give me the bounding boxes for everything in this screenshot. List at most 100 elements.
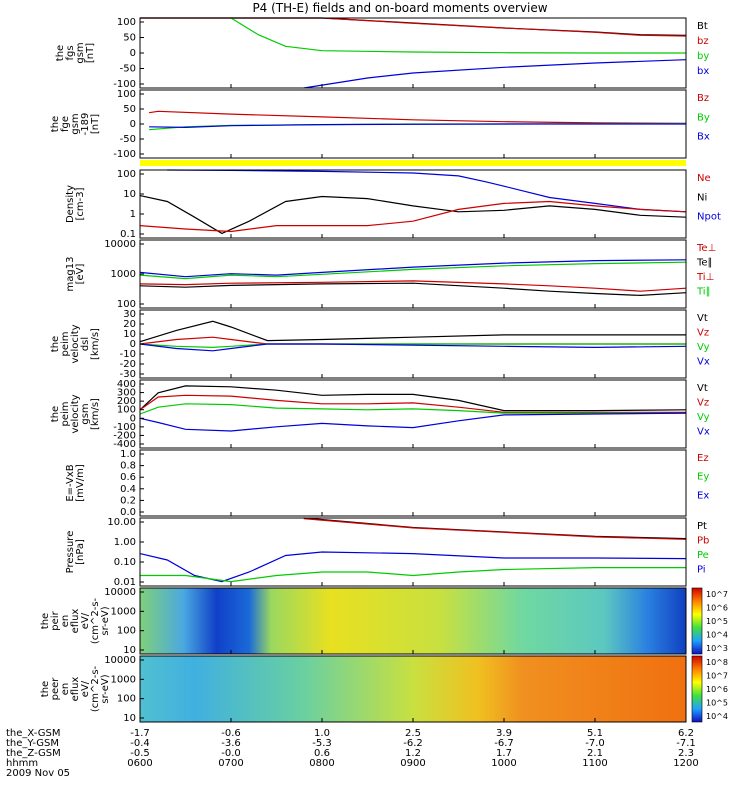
y-tick-label: 0.10	[114, 557, 136, 568]
y-tick-label: 20	[123, 319, 136, 330]
legend-entry: Npot	[697, 212, 721, 223]
ephemeris-value: 2.1	[587, 748, 603, 759]
y-axis-label-line: sr-eV)	[100, 606, 111, 635]
legend-entry: Ey	[697, 472, 709, 483]
ephemeris-value: -3.6	[221, 738, 241, 749]
series-line-bz	[140, 17, 687, 37]
colorbar-tick-label: 10^3	[706, 644, 728, 653]
legend-entry: Vz	[697, 328, 709, 339]
y-axis-label-line: (cm^2-s-	[90, 597, 101, 644]
series-line-pb	[303, 518, 687, 540]
panel-8: 10.00 1.00 0.10 0.01 Pressure [nPa] Pt Pb Pe Pi	[65, 517, 709, 588]
marker-bar	[140, 160, 686, 166]
ephemeris-value: 6.2	[678, 728, 694, 739]
y-tick-label: 100	[117, 89, 136, 100]
y-tick-label: 0	[130, 413, 136, 424]
legend-entry: Vx	[697, 357, 710, 368]
legend-entry: Pe	[697, 550, 709, 561]
y-axis-label-line: the	[50, 406, 61, 422]
y-tick-label: 0	[130, 119, 136, 130]
ephemeris-value: -7.1	[676, 738, 696, 749]
y-axis-label-line: en	[60, 615, 71, 628]
y-axis-label-line: the	[50, 336, 61, 352]
colorbar-tick-label: 10^7	[706, 590, 728, 599]
y-tick-label: -50	[120, 64, 136, 75]
ephemeris-row-label: the_Z-GSM	[6, 748, 61, 759]
y-tick-label: 300	[117, 388, 136, 399]
y-tick-label: -400	[113, 439, 136, 450]
y-axis-label-line: Density	[65, 185, 76, 223]
y-axis-label-line: eV/	[80, 680, 91, 697]
ephemeris-value: -7.0	[585, 738, 605, 749]
panel-10: 10^8 10^7 10^6 10^5 10^4 10000 1000 100 10 the pee…	[40, 655, 728, 724]
series-line-bx	[303, 59, 687, 89]
ephemeris-value: 1.2	[405, 748, 421, 759]
y-tick-label: 0	[130, 48, 136, 59]
colorbar-tick-label: 10^6	[706, 604, 728, 613]
series-line-vx	[139, 343, 687, 352]
series-line-ti-	[139, 261, 687, 280]
ephemeris-value: -5.3	[312, 738, 332, 749]
y-tick-label: 0.1	[120, 229, 136, 240]
y-axis-label: the fgs gsm [nT]	[55, 42, 96, 63]
series-line-vz	[139, 394, 686, 413]
legend-entry: Te⊥	[696, 243, 716, 254]
colorbar-tick-label: 10^8	[706, 658, 728, 667]
y-axis-label: the fge gsm -189 [nT]	[50, 113, 101, 136]
y-axis-label: the peer en eflux eV/(cm^2-s-sr-eV)	[40, 665, 111, 712]
y-tick-label: 10000	[104, 655, 136, 666]
legend-entry: Bz	[697, 93, 709, 104]
y-tick-label: 400	[117, 379, 136, 390]
y-axis-label-line: [eV]	[75, 264, 86, 285]
y-axis-label-line: gsm	[80, 403, 91, 424]
y-axis-label-line: eflux	[70, 677, 81, 702]
y-axis-label-line: en	[60, 683, 71, 696]
colorbar-tick-label: 10^5	[706, 699, 728, 708]
y-axis-label-line: velocity	[70, 324, 81, 363]
y-axis-label-line: Pressure	[65, 531, 76, 574]
series-line-vy	[139, 403, 686, 415]
y-tick-label: -30	[120, 369, 136, 380]
ephemeris-value: -6.2	[403, 738, 423, 749]
figure-title: P4 (TH-E) fields and on-board moments ov…	[252, 1, 547, 15]
ephemeris-value: 0600	[127, 758, 152, 769]
ephemeris-value: -1.7	[130, 728, 150, 739]
legend-entry: Pb	[697, 536, 709, 547]
series-line-te-	[139, 280, 687, 292]
y-axis-label-line: -189	[80, 113, 91, 136]
legend-entry: Vt	[697, 383, 708, 394]
y-axis-label-line: peer	[50, 677, 61, 701]
y-axis-label-line: fgs	[65, 45, 76, 60]
y-axis-label-line: [nT]	[85, 43, 96, 63]
colorbar-tick-label: 10^4	[706, 631, 728, 640]
ephemeris-value: 1100	[582, 758, 607, 769]
legend-entry: Bx	[697, 132, 710, 143]
y-axis-label-line: [nT]	[90, 114, 101, 134]
y-tick-label: 10	[123, 645, 136, 656]
ephemeris-value: 0.6	[314, 748, 330, 759]
y-axis-label-line: gsm	[75, 42, 86, 63]
y-tick-label: 200	[117, 396, 136, 407]
footer-date: 2009 Nov 05	[6, 768, 70, 779]
y-tick-label: 10	[123, 329, 136, 340]
y-tick-label: 100	[117, 405, 136, 416]
y-tick-label: 100	[117, 169, 136, 180]
legend-entry: Vx	[697, 427, 710, 438]
ephemeris-table: the_X-GSM -1.7 -0.6 1.0 2.5 3.9 5.1 6.2 the_Y-GS…	[6, 728, 699, 769]
y-tick-label: 0	[130, 339, 136, 350]
legend-entry: Vy	[697, 342, 710, 353]
y-axis-label-line: [cm-3]	[75, 187, 86, 220]
y-tick-label: 10	[123, 713, 136, 724]
ephemeris-value: -0.4	[130, 738, 150, 749]
legend-entry: Vy	[697, 412, 710, 423]
series-line-by	[230, 17, 686, 54]
legend-entry: bz	[697, 36, 709, 47]
ephemeris-value: 5.1	[587, 728, 603, 739]
y-tick-label: -100	[113, 79, 136, 90]
ephemeris-value: 2.5	[405, 728, 421, 739]
colorbar	[691, 655, 703, 723]
legend-entry: Ez	[697, 453, 709, 464]
ephemeris-row-label: hhmm	[6, 758, 38, 769]
